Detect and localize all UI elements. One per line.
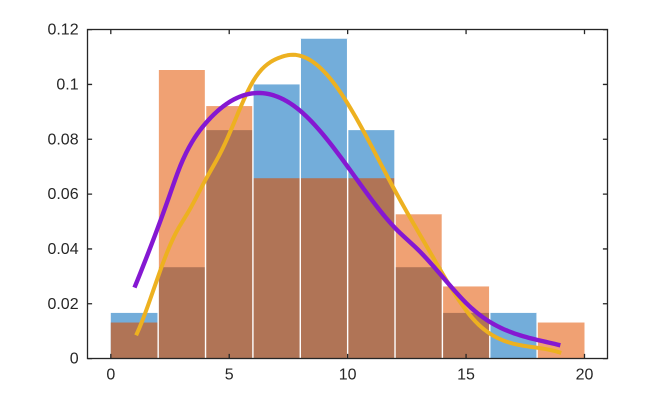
svg-text:15: 15 bbox=[457, 366, 475, 383]
svg-text:0.06: 0.06 bbox=[47, 186, 78, 203]
svg-text:0.04: 0.04 bbox=[47, 241, 78, 258]
svg-text:0: 0 bbox=[70, 351, 79, 368]
svg-text:0.12: 0.12 bbox=[47, 22, 78, 39]
svg-text:0.1: 0.1 bbox=[56, 76, 78, 93]
svg-text:0.02: 0.02 bbox=[47, 296, 78, 313]
svg-text:5: 5 bbox=[225, 366, 234, 383]
svg-text:0: 0 bbox=[106, 366, 115, 383]
svg-text:10: 10 bbox=[339, 366, 357, 383]
svg-text:20: 20 bbox=[576, 366, 594, 383]
svg-text:0.08: 0.08 bbox=[47, 131, 78, 148]
